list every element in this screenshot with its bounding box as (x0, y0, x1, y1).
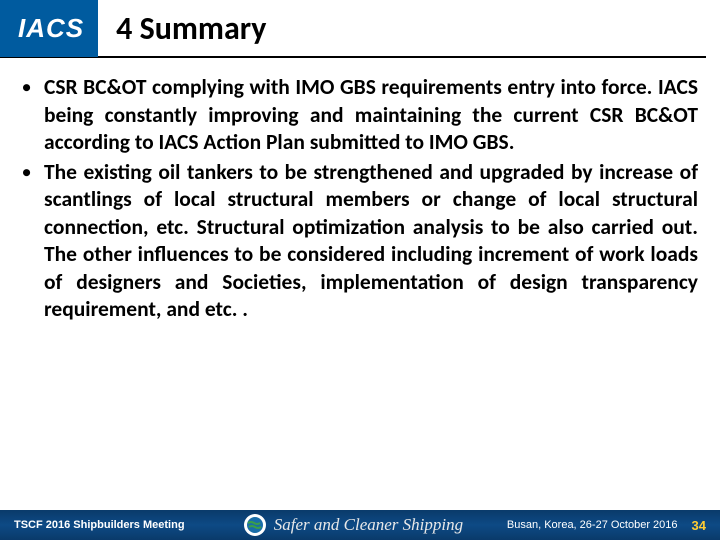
footer-right: Busan, Korea, 26-27 October 2016 34 (507, 518, 720, 533)
bullet-item: CSR BC&OT complying with IMO GBS require… (22, 74, 698, 157)
footer-location: Busan, Korea, 26-27 October 2016 (507, 519, 678, 531)
bullet-item: The existing oil tankers to be strengthe… (22, 159, 698, 324)
bullet-list: CSR BC&OT complying with IMO GBS require… (22, 74, 698, 324)
page-number: 34 (692, 518, 706, 533)
header: IACS 4 Summary (0, 0, 706, 58)
footer: TSCF 2016 Shipbuilders Meeting Safer and… (0, 510, 720, 540)
slide-title: 4 Summary (116, 9, 266, 48)
footer-center: Safer and Cleaner Shipping (200, 514, 507, 536)
iacs-logo: IACS (0, 0, 98, 57)
content-area: CSR BC&OT complying with IMO GBS require… (0, 58, 720, 324)
footer-tagline: Safer and Cleaner Shipping (274, 515, 463, 535)
footer-meeting-name: TSCF 2016 Shipbuilders Meeting (0, 519, 200, 531)
globe-icon (244, 514, 266, 536)
